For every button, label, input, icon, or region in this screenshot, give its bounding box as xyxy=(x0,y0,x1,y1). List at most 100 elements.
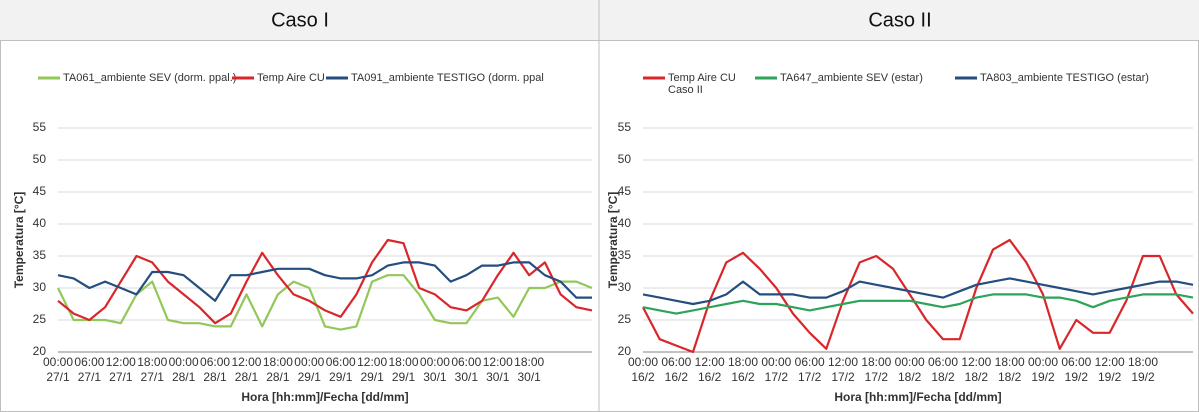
y-tick-label: 20 xyxy=(618,344,632,358)
x-tick-date: 18/2 xyxy=(898,370,922,384)
x-tick-date: 28/1 xyxy=(235,370,259,384)
x-tick-date: 16/2 xyxy=(665,370,689,384)
legend-item: TA803_ambiente TESTIGO (estar) xyxy=(980,72,1149,84)
x-tick-label: 12:00 xyxy=(695,355,725,369)
x-tick-label: 18:00 xyxy=(389,355,419,369)
legend-item: Temp Aire CU Caso II xyxy=(668,72,736,96)
x-tick-date: 17/2 xyxy=(765,370,789,384)
legend-item: TA091_ambiente TESTIGO (dorm. ppal xyxy=(351,72,544,84)
x-tick-label: 06:00 xyxy=(795,355,825,369)
x-tick-label: 18:00 xyxy=(861,355,891,369)
y-axis-label: Temperatura [°C] xyxy=(12,192,26,289)
x-tick-label: 12:00 xyxy=(483,355,513,369)
y-tick-label: 50 xyxy=(618,152,632,166)
y-tick-label: 40 xyxy=(33,216,47,230)
x-axis-label: Hora [hh:mm]/Fecha [dd/mm] xyxy=(241,390,408,404)
y-tick-label: 30 xyxy=(618,280,632,294)
x-tick-date: 30/1 xyxy=(423,370,447,384)
y-tick-label: 40 xyxy=(618,216,632,230)
y-tick-label: 25 xyxy=(618,312,632,326)
x-tick-date: 19/2 xyxy=(1131,370,1155,384)
x-tick-date: 16/2 xyxy=(631,370,655,384)
legend-label: Temp Aire CU xyxy=(257,72,325,84)
x-tick-label: 12:00 xyxy=(231,355,261,369)
x-tick-label: 00:00 xyxy=(895,355,925,369)
x-tick-date: 18/2 xyxy=(965,370,989,384)
legend-item: Temp Aire CU xyxy=(257,72,325,84)
x-tick-date: 17/2 xyxy=(831,370,855,384)
x-tick-date: 17/2 xyxy=(865,370,889,384)
x-tick-date: 16/2 xyxy=(698,370,722,384)
y-tick-label: 50 xyxy=(33,152,47,166)
x-tick-date: 28/1 xyxy=(203,370,227,384)
x-tick-date: 29/1 xyxy=(392,370,416,384)
x-tick-date: 17/2 xyxy=(798,370,822,384)
y-tick-label: 35 xyxy=(618,248,632,262)
legend-label: TA803_ambiente TESTIGO (estar) xyxy=(980,72,1149,84)
data-line xyxy=(57,261,592,302)
legend-label: TA061_ambiente SEV (dorm. ppal.) xyxy=(63,72,237,84)
x-tick-date: 29/1 xyxy=(329,370,353,384)
x-tick-label: 12:00 xyxy=(1095,355,1125,369)
x-tick-label: 00:00 xyxy=(761,355,791,369)
x-tick-label: 00:00 xyxy=(294,355,324,369)
x-tick-label: 12:00 xyxy=(357,355,387,369)
data-line xyxy=(642,293,1194,315)
x-tick-date: 29/1 xyxy=(298,370,322,384)
x-tick-label: 12:00 xyxy=(828,355,858,369)
x-tick-label: 00:00 xyxy=(43,355,73,369)
x-tick-date: 30/1 xyxy=(486,370,510,384)
x-tick-label: 00:00 xyxy=(420,355,450,369)
x-tick-label: 12:00 xyxy=(106,355,136,369)
x-tick-date: 28/1 xyxy=(266,370,290,384)
y-tick-label: 45 xyxy=(33,184,47,198)
chart-title: Caso I xyxy=(271,9,329,31)
x-tick-label: 18:00 xyxy=(1128,355,1158,369)
x-tick-date: 18/2 xyxy=(931,370,955,384)
y-tick-label: 30 xyxy=(33,280,47,294)
x-tick-date: 27/1 xyxy=(46,370,70,384)
x-tick-label: 06:00 xyxy=(200,355,230,369)
x-tick-date: 28/1 xyxy=(172,370,196,384)
y-tick-label: 55 xyxy=(33,120,47,134)
legend-item: TA061_ambiente SEV (dorm. ppal.) xyxy=(63,72,237,84)
x-tick-label: 00:00 xyxy=(628,355,658,369)
x-tick-label: 06:00 xyxy=(928,355,958,369)
x-tick-date: 19/2 xyxy=(1098,370,1122,384)
x-tick-date: 27/1 xyxy=(78,370,102,384)
x-tick-date: 29/1 xyxy=(360,370,384,384)
data-line xyxy=(642,277,1194,306)
data-line xyxy=(57,274,593,331)
y-tick-label: 20 xyxy=(33,344,47,358)
x-tick-label: 00:00 xyxy=(169,355,199,369)
legend-label: Temp Aire CU Caso II xyxy=(668,72,736,96)
x-tick-label: 06:00 xyxy=(74,355,104,369)
x-tick-date: 16/2 xyxy=(731,370,755,384)
y-tick-label: 25 xyxy=(33,312,47,326)
x-tick-label: 06:00 xyxy=(451,355,481,369)
x-tick-label: 18:00 xyxy=(514,355,544,369)
y-tick-label: 35 xyxy=(33,248,47,262)
x-tick-date: 19/2 xyxy=(1065,370,1089,384)
x-tick-date: 30/1 xyxy=(455,370,479,384)
x-axis-label: Hora [hh:mm]/Fecha [dd/mm] xyxy=(834,390,1001,404)
x-tick-date: 18/2 xyxy=(998,370,1022,384)
x-tick-label: 18:00 xyxy=(137,355,167,369)
y-tick-label: 55 xyxy=(618,120,632,134)
x-tick-label: 06:00 xyxy=(661,355,691,369)
x-tick-date: 30/1 xyxy=(517,370,541,384)
chart-title: Caso II xyxy=(868,9,931,31)
y-tick-label: 45 xyxy=(618,184,632,198)
x-tick-label: 06:00 xyxy=(326,355,356,369)
data-line xyxy=(57,238,593,325)
legend-label: TA091_ambiente TESTIGO (dorm. ppal xyxy=(351,72,544,84)
x-tick-date: 27/1 xyxy=(109,370,133,384)
x-tick-date: 19/2 xyxy=(1031,370,1055,384)
x-tick-label: 06:00 xyxy=(1061,355,1091,369)
legend-item: TA647_ambiente SEV (estar) xyxy=(780,72,923,84)
x-tick-label: 18:00 xyxy=(263,355,293,369)
y-axis-label: Temperatura [°C] xyxy=(606,192,620,289)
x-tick-label: 18:00 xyxy=(995,355,1025,369)
